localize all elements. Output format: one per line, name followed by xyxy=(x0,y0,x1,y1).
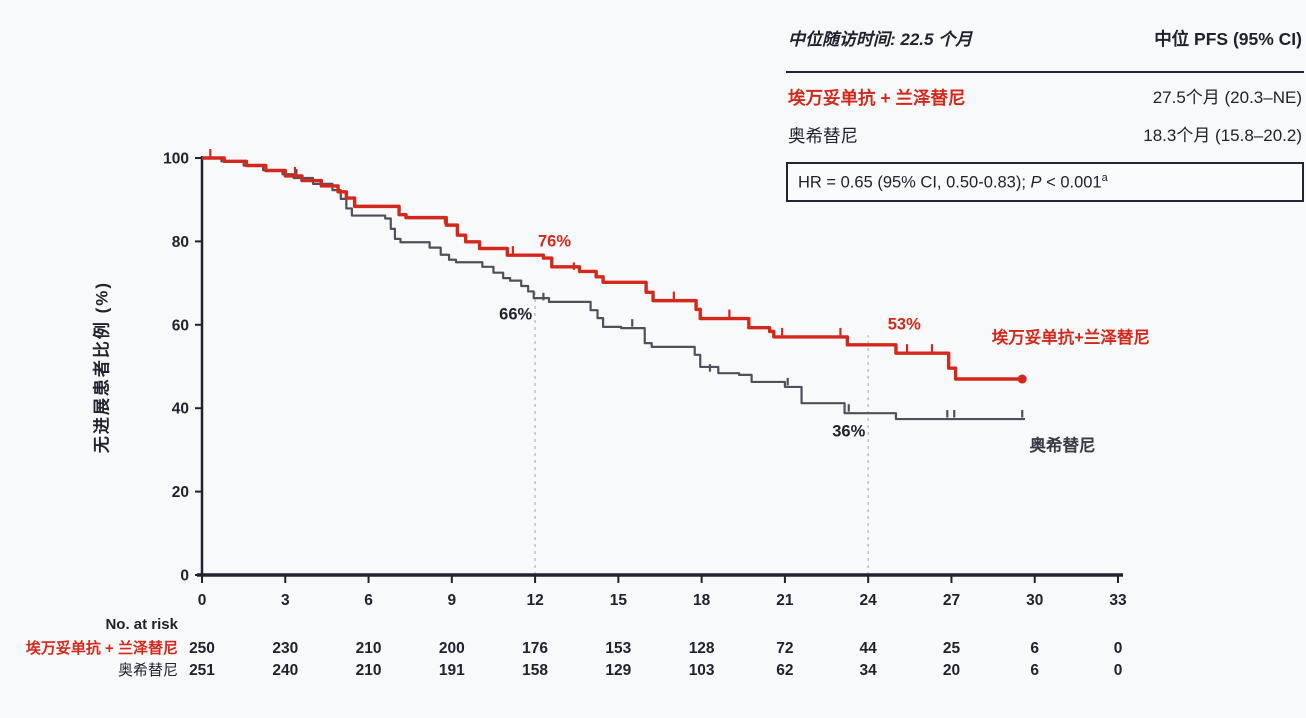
at-risk-value: 191 xyxy=(438,662,465,679)
hr-p-value: < 0.001 xyxy=(1041,173,1102,192)
summary-header-row: 中位随访时间: 22.5 个月 中位 PFS (95% CI) xyxy=(786,28,1304,51)
km-curve-red xyxy=(202,156,1026,381)
at-risk-value: 25 xyxy=(942,640,961,657)
at-risk-value: 210 xyxy=(355,662,382,679)
at-risk-value: 103 xyxy=(688,662,715,679)
at-risk-value: 250 xyxy=(189,640,215,657)
at-risk-value: 200 xyxy=(438,640,465,657)
y-tick-label-100: 100 xyxy=(163,151,189,168)
summary-row-amivantamab: 埃万妥单抗 + 兰泽替尼 27.5个月 (20.3–NE) xyxy=(786,87,1304,109)
x-tick-label-12: 12 xyxy=(526,592,543,609)
treatment-arm-label: 埃万妥单抗 + 兰泽替尼 xyxy=(788,88,966,108)
at-risk-row-label-1: 奥希替尼 xyxy=(117,662,178,679)
x-tick-label-30: 30 xyxy=(1026,592,1043,609)
x-tick-label-9: 9 xyxy=(448,592,457,609)
at-risk-value: 128 xyxy=(688,640,715,657)
km-curve-gray xyxy=(202,156,1026,421)
hr-text: HR = 0.65 (95% CI, 0.50-0.83); xyxy=(798,173,1031,192)
y-axis-title: 无进展患者比例 (%) xyxy=(92,280,112,454)
x-tick-label-15: 15 xyxy=(610,592,628,609)
y-tick-label-20: 20 xyxy=(172,484,189,501)
hazard-ratio-box: HR = 0.65 (95% CI, 0.50-0.83); P < 0.001… xyxy=(786,162,1304,202)
summary-divider xyxy=(786,71,1304,73)
at-risk-value: 240 xyxy=(272,662,299,679)
x-tick-label-3: 3 xyxy=(281,592,290,609)
x-tick-label-24: 24 xyxy=(860,592,878,609)
at-risk-value: 251 xyxy=(189,662,215,679)
at-risk-value: 0 xyxy=(1113,640,1123,657)
median-pfs-header: 中位 PFS (95% CI) xyxy=(1154,29,1302,49)
landmark-annotation-53: 53% xyxy=(887,315,921,334)
at-risk-value: 6 xyxy=(1030,640,1040,657)
at-risk-value: 158 xyxy=(522,662,549,679)
curve-label-gray: 奥希替尼 xyxy=(1029,437,1096,456)
x-tick-label-21: 21 xyxy=(776,592,794,609)
y-tick-label-0: 0 xyxy=(180,568,189,585)
summary-panel: 中位随访时间: 22.5 个月 中位 PFS (95% CI) 埃万妥单抗 + … xyxy=(786,28,1304,202)
at-risk-value: 44 xyxy=(859,640,877,657)
at-risk-value: 6 xyxy=(1030,662,1040,679)
at-risk-value: 62 xyxy=(776,662,794,679)
end-marker-red xyxy=(1017,374,1027,384)
at-risk-value: 0 xyxy=(1113,662,1123,679)
x-tick-label-33: 33 xyxy=(1109,592,1127,609)
median-followup-text: 中位随访时间: 22.5 个月 xyxy=(788,30,973,49)
hr-p-symbol: P xyxy=(1030,173,1042,192)
at-risk-value: 176 xyxy=(522,640,549,657)
x-tick-label-18: 18 xyxy=(693,592,711,609)
landmark-annotation-36: 36% xyxy=(832,422,866,441)
at-risk-value: 72 xyxy=(776,640,794,657)
y-tick-label-80: 80 xyxy=(172,234,189,251)
at-risk-value: 230 xyxy=(272,640,299,657)
landmark-annotation-66: 66% xyxy=(499,305,533,324)
at-risk-value: 210 xyxy=(355,640,382,657)
at-risk-value: 34 xyxy=(859,662,877,679)
at-risk-value: 153 xyxy=(605,640,632,657)
x-tick-label-0: 0 xyxy=(198,592,207,609)
treatment-arm-median-pfs: 27.5个月 (20.3–NE) xyxy=(1152,88,1302,107)
y-tick-label-40: 40 xyxy=(172,401,189,418)
summary-row-osimertinib: 奥希替尼 18.3个月 (15.8–20.2) xyxy=(786,125,1304,147)
x-tick-label-6: 6 xyxy=(364,592,373,609)
control-arm-label: 奥希替尼 xyxy=(788,126,858,146)
x-tick-label-27: 27 xyxy=(943,592,960,609)
hr-footnote-mark: a xyxy=(1101,172,1108,184)
curve-label-red: 埃万妥单抗+兰泽替尼 xyxy=(991,329,1150,348)
at-risk-title: No. at risk xyxy=(105,616,178,633)
y-tick-label-60: 60 xyxy=(172,317,189,334)
at-risk-value: 129 xyxy=(605,662,632,679)
landmark-annotation-76: 76% xyxy=(538,232,572,251)
control-arm-median-pfs: 18.3个月 (15.8–20.2) xyxy=(1143,126,1302,145)
at-risk-row-label-0: 埃万妥单抗 + 兰泽替尼 xyxy=(25,640,178,657)
at-risk-value: 20 xyxy=(942,662,961,679)
